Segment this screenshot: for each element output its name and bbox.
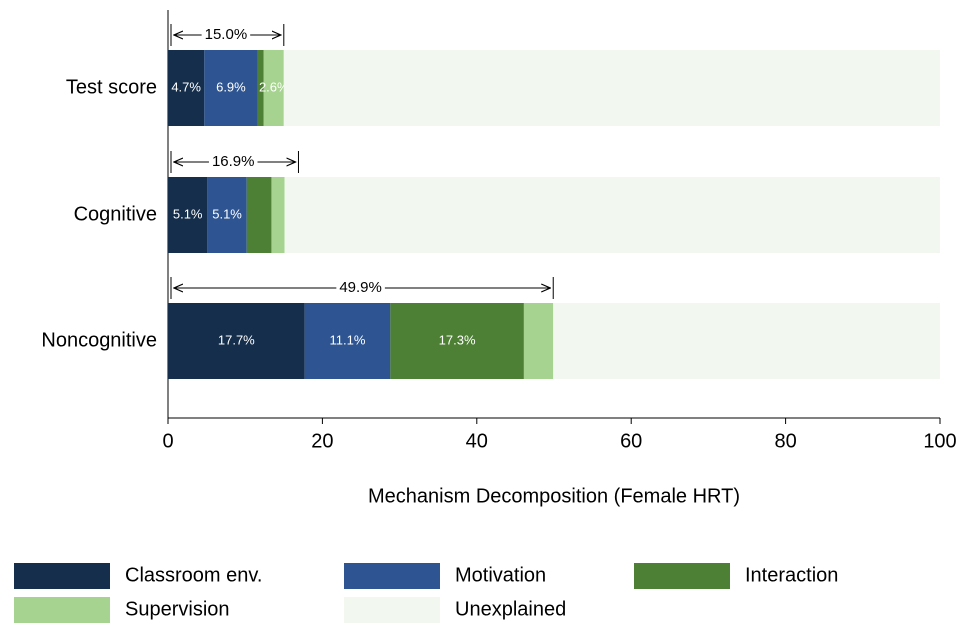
value-label: 2.6% (259, 79, 289, 94)
total-label: 49.9% (339, 279, 382, 296)
bar-segment (168, 177, 208, 253)
legend-label: Unexplained (455, 598, 566, 620)
bar-segment (263, 50, 284, 126)
x-axis-title: Mechanism Decomposition (Female HRT) (368, 485, 740, 507)
value-label: 6.9% (216, 79, 246, 94)
y-tick-label: Noncognitive (41, 329, 157, 351)
bar-segment (168, 50, 205, 126)
total-label: 15.0% (205, 26, 248, 43)
y-tick-label: Cognitive (74, 203, 157, 225)
bar-segment (207, 177, 247, 253)
legend-swatch (14, 563, 110, 589)
bar-segment (304, 303, 391, 379)
bar-segment (553, 303, 940, 379)
bar-segment (204, 50, 258, 126)
x-tick-label: 40 (466, 430, 488, 452)
bar-segment (271, 177, 285, 253)
legend-label: Supervision (125, 598, 230, 620)
legend-swatch (14, 597, 110, 623)
x-tick-label: 60 (620, 430, 642, 452)
x-tick-label: 0 (162, 430, 173, 452)
bar-segment (523, 303, 554, 379)
total-label: 16.9% (212, 153, 255, 170)
legend-swatch (634, 563, 730, 589)
x-tick-label: 20 (311, 430, 333, 452)
legend-swatch (344, 597, 440, 623)
bar-segment (257, 50, 264, 126)
bar-segment (168, 303, 305, 379)
x-tick-label: 100 (923, 430, 956, 452)
x-tick-label: 80 (774, 430, 796, 452)
value-label: 5.1% (212, 206, 242, 221)
bar-segment (246, 177, 272, 253)
bar-segment (390, 303, 524, 379)
legend-swatch (344, 563, 440, 589)
value-label: 4.7% (171, 79, 201, 94)
value-label: 11.1% (330, 332, 366, 347)
legend-label: Classroom env. (125, 564, 262, 586)
value-label: 17.7% (218, 332, 255, 347)
y-tick-label: Test score (66, 76, 157, 98)
bar-segment (284, 177, 940, 253)
bar-segment (283, 50, 940, 126)
value-label: 5.1% (173, 206, 203, 221)
legend-label: Interaction (745, 564, 838, 586)
value-label: 17.3% (439, 332, 476, 347)
legend-label: Motivation (455, 564, 546, 586)
